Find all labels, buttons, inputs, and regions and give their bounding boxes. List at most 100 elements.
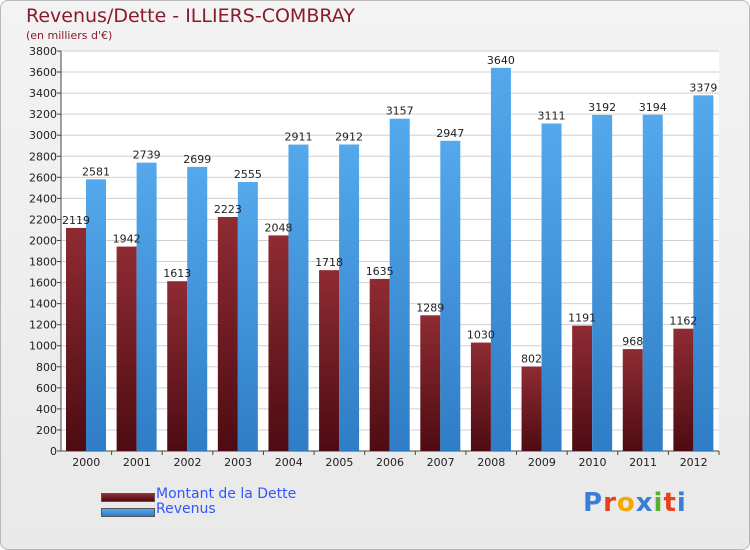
y-tick-label: 200	[36, 424, 57, 437]
bar-revenus-2010	[592, 115, 613, 451]
label-revenus-2011: 3194	[639, 101, 667, 114]
y-tick-label: 600	[36, 382, 57, 395]
x-tick-label-2001: 2001	[123, 456, 151, 469]
bars	[66, 67, 714, 452]
label-dette-2004: 2048	[264, 221, 292, 234]
label-dette-2001: 1942	[113, 233, 141, 246]
bar-revenus-2009	[541, 123, 562, 452]
label-revenus-2008: 3640	[487, 54, 515, 67]
bar-revenus-2001	[136, 162, 157, 451]
y-tick-label: 1200	[29, 319, 57, 332]
bar-dette-2000	[66, 227, 86, 451]
bar-dette-2003	[217, 217, 238, 451]
bar-dette-2012	[673, 328, 694, 451]
logo-letter: r	[603, 488, 617, 518]
y-tick-label: 2800	[29, 150, 57, 163]
bar-dette-2001	[116, 246, 137, 451]
label-dette-2002: 1613	[163, 267, 191, 280]
label-revenus-2000: 2581	[82, 165, 110, 178]
chart-subtitle: (en milliers d'€)	[26, 29, 113, 42]
y-tick-label: 2200	[29, 213, 57, 226]
proxiti-logo: Proxiti	[583, 488, 687, 518]
y-tick-label: 1400	[29, 298, 57, 311]
x-tick-label-2003: 2003	[224, 456, 252, 469]
label-revenus-2001: 2739	[133, 149, 161, 162]
label-revenus-2006: 3157	[386, 105, 414, 118]
y-tick-label: 2400	[29, 192, 57, 205]
bar-dette-2007	[420, 315, 441, 451]
label-dette-2008: 1030	[467, 329, 495, 342]
x-tick-label-2009: 2009	[528, 456, 556, 469]
label-dette-2000: 2119	[62, 214, 90, 227]
bar-revenus-2007	[440, 140, 461, 451]
y-tick-label: 1600	[29, 277, 57, 290]
x-tick-label-2000: 2000	[72, 456, 100, 469]
label-dette-2011: 968	[622, 335, 643, 348]
label-revenus-2003: 2555	[234, 168, 262, 181]
x-tick-label-2008: 2008	[477, 456, 505, 469]
label-revenus-2005: 2912	[335, 130, 363, 143]
logo-letter: o	[616, 488, 636, 518]
chart-title: Revenus/Dette - ILLIERS-COMBRAY	[26, 5, 355, 27]
y-tick-label: 2600	[29, 171, 57, 184]
y-tick-label: 3800	[29, 45, 57, 58]
logo-letter: x	[635, 488, 654, 518]
y-tick-label: 400	[36, 403, 57, 416]
data-labels: 2119 2581 1942 2739 1613 2699 2223 2555 2048 2911…	[62, 54, 717, 366]
label-dette-2012: 1162	[669, 315, 697, 328]
label-dette-2007: 1289	[416, 301, 444, 314]
logo-letter: i	[676, 488, 687, 518]
bar-dette-2006	[369, 278, 390, 451]
label-revenus-2010: 3192	[588, 101, 616, 114]
bar-revenus-2006	[389, 118, 410, 452]
logo-letter: t	[663, 488, 677, 518]
y-tick-label: 1800	[29, 256, 57, 269]
x-tick-label-2005: 2005	[325, 456, 353, 469]
bar-revenus-2011	[642, 114, 663, 451]
y-tick-label: 3400	[29, 87, 57, 100]
bar-dette-2005	[319, 270, 340, 451]
y-tick-label: 2000	[29, 234, 57, 247]
bar-dette-2004	[268, 235, 289, 451]
bar-revenus-2003	[237, 182, 258, 452]
bar-dette-2008	[470, 342, 491, 451]
label-dette-2010: 1191	[568, 312, 596, 325]
bar-revenus-2005	[339, 144, 360, 451]
label-revenus-2012: 3379	[689, 81, 717, 94]
logo-letter: i	[653, 488, 664, 518]
bar-dette-2011	[622, 349, 643, 451]
bar-revenus-2000	[86, 179, 106, 451]
legend-swatch-dette	[101, 493, 155, 502]
x-tick-label-2007: 2007	[427, 456, 455, 469]
label-revenus-2004: 2911	[284, 131, 312, 144]
x-tick-label-2012: 2012	[680, 456, 708, 469]
x-tick-label-2011: 2011	[629, 456, 657, 469]
legend-swatch-revenus	[101, 508, 155, 517]
label-revenus-2009: 3111	[538, 110, 566, 123]
bar-revenus-2004	[288, 144, 309, 451]
y-tick-label: 3600	[29, 66, 57, 79]
x-tick-label-2006: 2006	[376, 456, 404, 469]
label-dette-2005: 1718	[315, 256, 343, 269]
x-tick-label-2010: 2010	[578, 456, 606, 469]
bar-dette-2010	[572, 325, 593, 451]
label-dette-2009: 802	[521, 353, 542, 366]
label-revenus-2002: 2699	[183, 153, 211, 166]
legend-label-dette: Montant de la Dette	[156, 486, 297, 502]
legend-label-revenus: Revenus	[156, 501, 216, 517]
label-revenus-2007: 2947	[436, 127, 464, 140]
logo-letter: P	[583, 488, 604, 518]
x-tick-label-2002: 2002	[174, 456, 202, 469]
y-tick-label: 3200	[29, 108, 57, 121]
label-dette-2003: 2223	[214, 203, 242, 216]
bar-revenus-2012	[693, 95, 714, 451]
label-dette-2006: 1635	[366, 265, 394, 278]
axes: 0 200 400 600 800 1000 1200 1400 1600 1800 2000 220…	[29, 45, 720, 469]
y-tick-label: 800	[36, 361, 57, 374]
y-tick-label: 1000	[29, 340, 57, 353]
bar-dette-2002	[167, 281, 188, 451]
bar-revenus-2002	[187, 166, 208, 452]
bar-revenus-2008	[490, 67, 511, 451]
